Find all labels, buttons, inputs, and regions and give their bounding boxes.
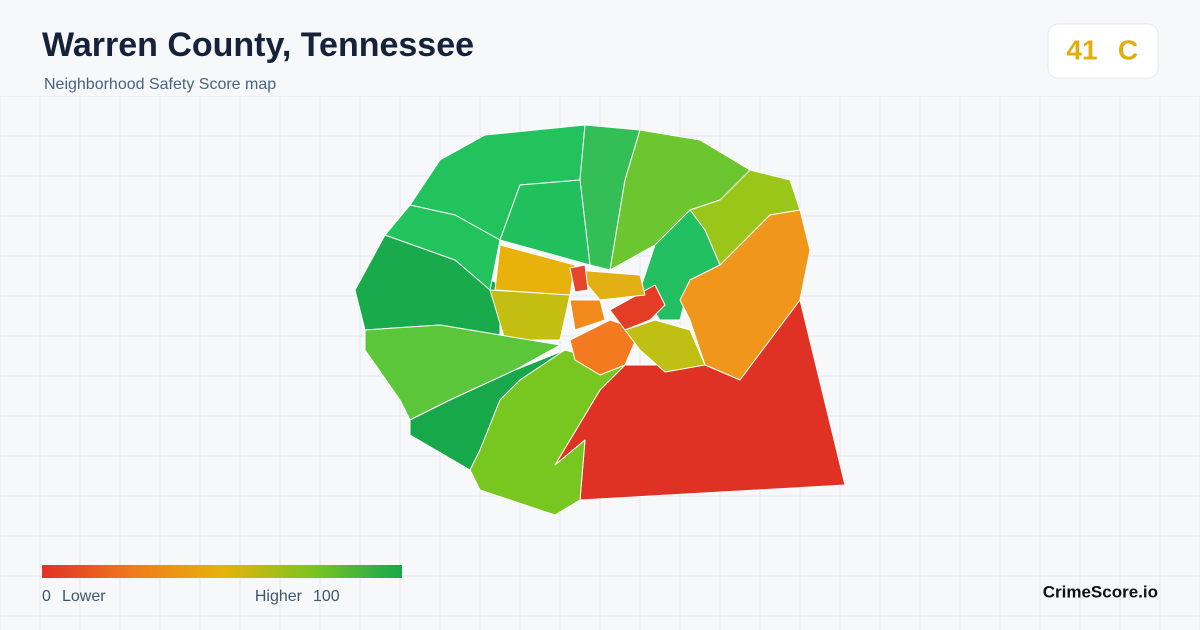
region: [569, 299, 606, 331]
region: [569, 319, 641, 376]
region: [469, 349, 626, 516]
legend-max-label: Higher: [255, 588, 303, 605]
brand: CrimeScore.io: [1043, 582, 1158, 601]
score-value: 41: [1066, 34, 1097, 65]
region: [609, 284, 666, 331]
header-band: [0, 0, 1200, 96]
subtitle: Neighborhood Safety Score map: [44, 76, 276, 93]
legend-min-label: Lower: [62, 588, 106, 605]
title: Warren County, Tennessee: [42, 26, 474, 64]
region: [489, 289, 571, 341]
region: [574, 269, 646, 301]
score-badge: [1047, 23, 1159, 79]
region: [569, 264, 589, 293]
legend-min: 0: [42, 588, 51, 605]
region: [499, 179, 591, 266]
score-grade: C: [1118, 34, 1138, 65]
legend-max: 100: [313, 588, 340, 605]
county-map: [354, 124, 846, 516]
region: [624, 319, 706, 373]
legend-gradient: [42, 565, 402, 578]
